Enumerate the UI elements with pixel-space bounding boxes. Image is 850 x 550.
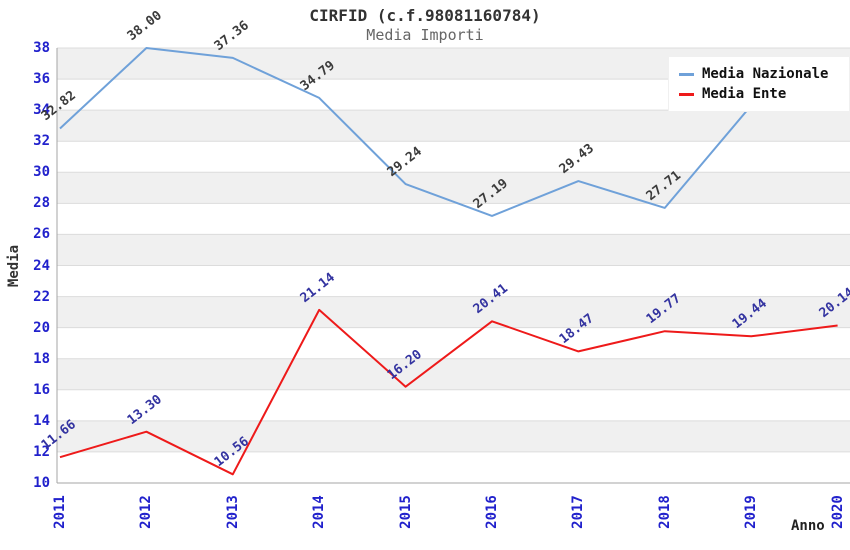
y-tick-label: 10: [33, 475, 50, 491]
y-tick-label: 18: [33, 350, 50, 367]
legend-item-media-nazionale: Media Nazionale: [673, 65, 841, 83]
plot-band: [57, 296, 850, 328]
plot-band: [57, 203, 850, 235]
chart-subtitle: Media Importi: [366, 26, 484, 44]
y-tick-label: 34: [33, 102, 50, 119]
legend: Media Nazionale Media Ente: [668, 56, 850, 112]
plot-band: [57, 110, 850, 142]
chart-title: CIRFID (c.f.98081160784): [309, 6, 541, 25]
plot-band: [57, 358, 850, 390]
x-tick-label: 2014: [311, 495, 328, 529]
plot-band: [57, 420, 850, 452]
y-tick-label: 30: [33, 164, 50, 181]
y-tick-label: 38: [33, 40, 50, 56]
legend-label: Media Ente: [702, 86, 787, 102]
legend-swatch-media-nazionale: [679, 72, 694, 76]
y-tick-label: 12: [33, 443, 50, 460]
x-tick-label: 2020: [829, 495, 846, 529]
y-tick-label: 14: [33, 412, 50, 429]
plot-band: [57, 451, 850, 483]
y-tick-label: 26: [33, 226, 50, 243]
plot-band: [57, 327, 850, 359]
legend-label: Media Nazionale: [702, 66, 829, 82]
y-tick-label: 28: [33, 195, 50, 212]
plot-band: [57, 389, 850, 421]
x-tick-label: 2011: [52, 495, 68, 529]
plot-band: [57, 265, 850, 297]
series-line-media-ente: [59, 308, 838, 476]
x-axis-title: Anno: [791, 518, 825, 534]
x-tick-label: 2018: [656, 495, 673, 529]
y-tick-label: 20: [33, 319, 50, 336]
y-axis-title: Media: [6, 244, 22, 288]
plot-band: [57, 141, 850, 173]
x-tick-label: 2016: [484, 495, 500, 529]
series-line-media-nazionale: [59, 47, 838, 217]
x-tick-label: 2013: [224, 495, 241, 529]
y-tick-label: 36: [33, 71, 50, 88]
y-tick-label: 22: [33, 288, 50, 305]
legend-item-media-ente: Media Ente: [673, 85, 841, 103]
x-tick-label: 2019: [743, 495, 760, 529]
x-tick-label: 2012: [138, 495, 155, 529]
y-tick-label: 16: [33, 381, 50, 398]
plot-band: [57, 172, 850, 204]
legend-swatch-media-ente: [679, 92, 694, 96]
x-tick-label: 2017: [570, 495, 587, 529]
x-tick-label: 2015: [397, 495, 414, 529]
plot-band: [57, 234, 850, 266]
y-tick-label: 24: [33, 257, 50, 274]
y-tick-label: 32: [33, 133, 50, 150]
